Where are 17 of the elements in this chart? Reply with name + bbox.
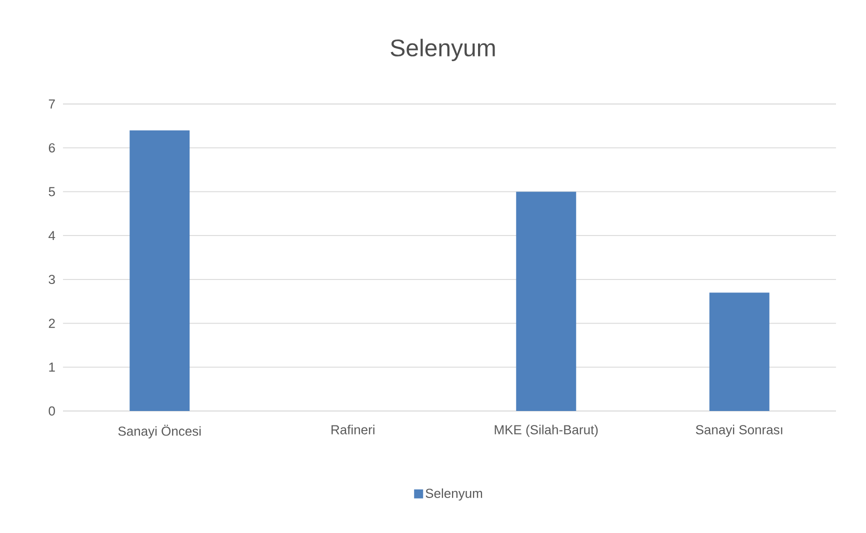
y-tick-label: 0 <box>48 406 55 416</box>
bar <box>709 292 770 411</box>
y-tick-label: 1 <box>49 362 55 372</box>
y-tick-label: 2 <box>48 318 55 328</box>
x-tick-label: Rafineri <box>332 424 374 434</box>
y-tick-label: 3 <box>48 274 55 284</box>
y-tick-label: 6 <box>48 143 55 152</box>
chart-title: Selenyum <box>390 38 495 62</box>
x-tick-label: Sanayi Sonrası <box>696 424 782 437</box>
x-tick-label: MKE (Silah-Barut) <box>494 424 598 437</box>
legend-label: Selenyum <box>426 488 482 501</box>
y-tick-label: 4 <box>48 231 56 240</box>
y-tick-label: 7 <box>48 100 55 108</box>
bar <box>130 130 190 411</box>
y-tick-label: 5 <box>48 187 55 196</box>
x-tick-label: Sanayi Öncesi <box>118 424 201 438</box>
bar <box>516 192 576 411</box>
